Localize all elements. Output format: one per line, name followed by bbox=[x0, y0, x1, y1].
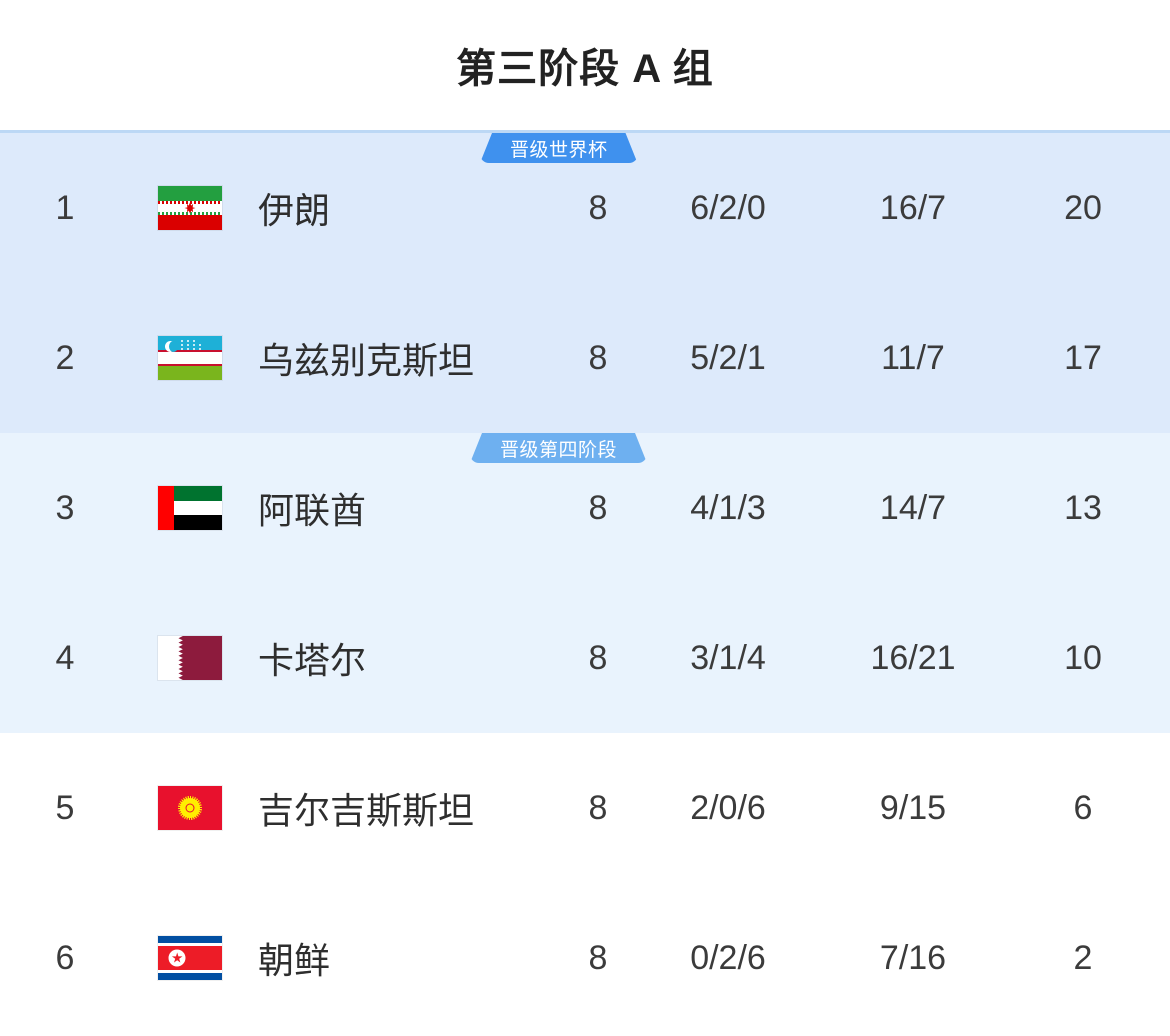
row-points: 13 bbox=[1064, 488, 1102, 527]
row-flag bbox=[130, 936, 250, 980]
row-points: 20 bbox=[1064, 188, 1102, 227]
zone-qualify-world-cup: 晋级世界杯 1 伊朗 8 6/2/0 16/7 20 2 bbox=[0, 130, 1170, 433]
row-rank: 6 bbox=[55, 938, 75, 977]
row-team-name: 卡塔尔 bbox=[258, 640, 367, 681]
row-team-name: 阿联酋 bbox=[258, 490, 367, 531]
row-team-name: 伊朗 bbox=[258, 190, 331, 231]
row-rank: 1 bbox=[55, 188, 75, 227]
zone-badge-qualify-fourth-stage: 晋级第四阶段 bbox=[470, 433, 647, 463]
row-goals: 16/21 bbox=[870, 638, 956, 677]
row-record: 6/2/0 bbox=[690, 188, 766, 227]
row-played: 8 bbox=[588, 488, 608, 527]
table-row[interactable]: 1 伊朗 8 6/2/0 16/7 20 bbox=[0, 133, 1170, 283]
page-header: 第三阶段 A 组 bbox=[0, 0, 1170, 130]
flag-north-korea-icon bbox=[158, 936, 222, 980]
flag-qatar-icon bbox=[158, 636, 222, 680]
table-row[interactable]: 3 阿联酋 8 4/1/3 14/7 13 bbox=[0, 433, 1170, 583]
row-goals: 9/15 bbox=[879, 788, 947, 827]
standings-table: 晋级世界杯 1 伊朗 8 6/2/0 16/7 20 2 bbox=[0, 130, 1170, 1033]
row-goals: 14/7 bbox=[879, 488, 947, 527]
row-flag bbox=[130, 636, 250, 680]
row-points: 6 bbox=[1073, 788, 1093, 827]
table-row[interactable]: 2 乌兹别克斯坦 8 5/2/1 11/7 17 bbox=[0, 283, 1170, 433]
zone-badge-qualify-world-cup: 晋级世界杯 bbox=[480, 133, 638, 163]
table-row[interactable]: 4 卡塔尔 8 3/1/4 16/21 10 bbox=[0, 583, 1170, 733]
row-record: 5/2/1 bbox=[690, 338, 766, 377]
row-record: 3/1/4 bbox=[690, 638, 766, 677]
page-title: 第三阶段 A 组 bbox=[456, 47, 714, 91]
row-points: 10 bbox=[1064, 638, 1102, 677]
row-team-name: 乌兹别克斯坦 bbox=[258, 340, 475, 381]
row-record: 0/2/6 bbox=[690, 938, 766, 977]
row-played: 8 bbox=[588, 188, 608, 227]
zone-eliminated: 5 吉尔吉斯斯坦 8 2/0/6 9/15 6 6 朝鲜 8 bbox=[0, 733, 1170, 1033]
row-goals: 16/7 bbox=[879, 188, 947, 227]
zone-qualify-fourth-stage: 晋级第四阶段 3 阿联酋 8 4/1/3 14/7 13 4 卡塔尔 bbox=[0, 433, 1170, 733]
row-played: 8 bbox=[588, 938, 608, 977]
row-team-name: 朝鲜 bbox=[258, 940, 331, 981]
row-record: 4/1/3 bbox=[690, 488, 766, 527]
row-flag bbox=[130, 186, 250, 230]
row-rank: 4 bbox=[55, 638, 75, 677]
row-points: 17 bbox=[1064, 338, 1102, 377]
row-played: 8 bbox=[588, 638, 608, 677]
row-flag bbox=[130, 336, 250, 380]
row-played: 8 bbox=[588, 788, 608, 827]
row-flag bbox=[130, 786, 250, 830]
table-row[interactable]: 5 吉尔吉斯斯坦 8 2/0/6 9/15 6 bbox=[0, 733, 1170, 883]
row-rank: 2 bbox=[55, 338, 75, 377]
flag-uae-icon bbox=[158, 486, 222, 530]
flag-kyrgyzstan-icon bbox=[158, 786, 222, 830]
row-record: 2/0/6 bbox=[690, 788, 766, 827]
flag-iran-icon bbox=[158, 186, 222, 230]
row-goals: 7/16 bbox=[879, 938, 947, 977]
row-rank: 3 bbox=[55, 488, 75, 527]
row-goals: 11/7 bbox=[881, 338, 945, 377]
table-row[interactable]: 6 朝鲜 8 0/2/6 7/16 2 bbox=[0, 883, 1170, 1033]
row-team-name: 吉尔吉斯斯坦 bbox=[258, 790, 475, 831]
row-flag bbox=[130, 486, 250, 530]
row-played: 8 bbox=[588, 338, 608, 377]
row-rank: 5 bbox=[55, 788, 75, 827]
row-points: 2 bbox=[1073, 938, 1093, 977]
flag-uzbekistan-icon bbox=[158, 336, 222, 380]
